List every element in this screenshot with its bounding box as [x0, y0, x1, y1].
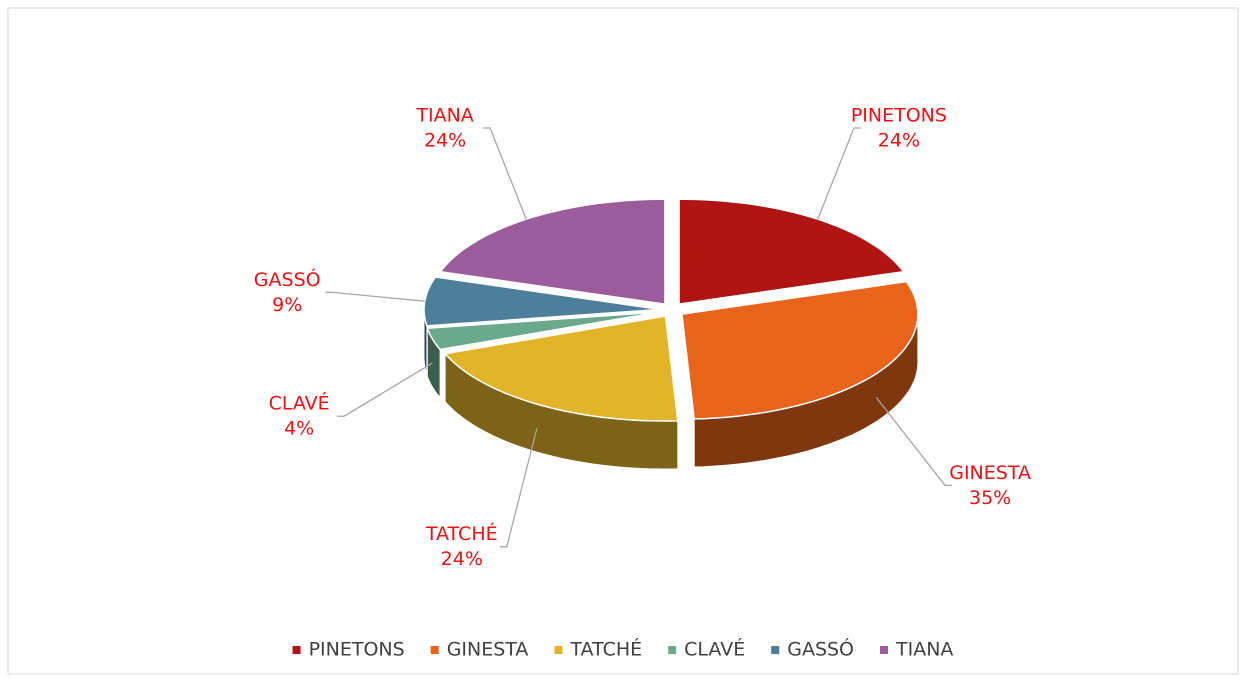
- data-label-name: CLAVÉ: [269, 392, 330, 415]
- slice-top: [681, 280, 919, 420]
- legend-label: TATCHÉ: [569, 638, 642, 661]
- leader-line: [499, 427, 538, 548]
- pie-slice: [426, 311, 661, 399]
- legend-swatch: [880, 646, 889, 654]
- slice-side: [427, 328, 441, 398]
- data-label-value: 9%: [272, 294, 302, 316]
- data-label-name: GINESTA: [949, 462, 1031, 484]
- legend-label: GINESTA: [447, 639, 529, 661]
- leader-line: [325, 291, 425, 302]
- pie-slice: [681, 280, 919, 468]
- legend-swatch: [554, 646, 563, 654]
- data-label-name: PINETONS: [851, 104, 947, 126]
- leader-line: [875, 397, 953, 487]
- slice-top: [423, 276, 661, 327]
- slice-side: [694, 314, 918, 467]
- pie-slice: [443, 315, 679, 470]
- leader-line: [337, 362, 433, 417]
- data-label-name: TATCHÉ: [425, 522, 498, 545]
- data-label-name: GASSÓ: [254, 267, 321, 291]
- data-label-name: TIANA: [415, 104, 473, 126]
- data-label-value: 4%: [284, 418, 314, 440]
- legend-label: CLAVÉ: [684, 638, 745, 661]
- leader-line: [817, 127, 861, 220]
- legend-label: GASSÓ: [787, 637, 854, 661]
- data-label-value: 24%: [878, 129, 920, 151]
- legend-swatch: [430, 646, 439, 654]
- data-label-value: 35%: [969, 487, 1011, 509]
- data-label-value: 24%: [424, 129, 466, 151]
- legend-swatch: [771, 646, 780, 654]
- legend-swatch: [292, 646, 301, 654]
- slice-top: [443, 315, 679, 422]
- legend-swatch: [668, 646, 677, 654]
- data-label-value: 24%: [441, 548, 483, 570]
- leader-line: [483, 127, 527, 220]
- pie-slice: [423, 276, 661, 375]
- slice-top: [426, 311, 661, 351]
- legend-label: TIANA: [895, 639, 953, 661]
- legend-label: PINETONS: [309, 639, 405, 661]
